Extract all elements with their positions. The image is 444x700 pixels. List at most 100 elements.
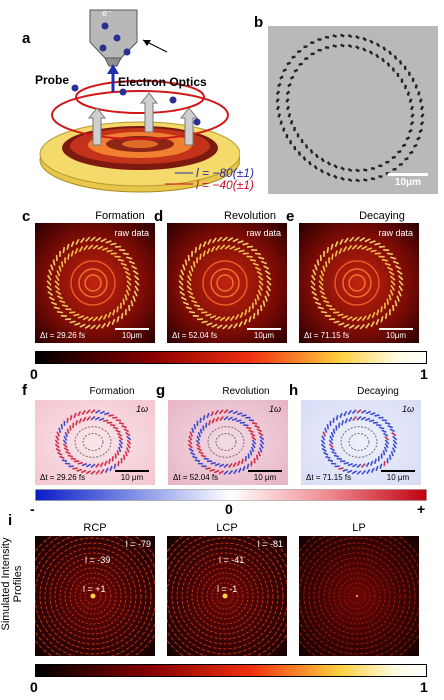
ring-feature [380,453,383,459]
ring-feature [339,412,343,419]
electron-symbol: e⁻ [102,8,112,18]
ring-feature [112,426,119,430]
sem-hole [388,50,392,56]
ring-feature [59,455,65,459]
ring-feature [118,439,124,445]
ring-feature [126,280,132,286]
ring-feature [396,295,400,302]
ring-feature [90,470,96,475]
ring-feature [323,451,329,456]
ring-feature [258,284,263,291]
ring-feature [73,412,77,419]
ring-feature [365,462,370,468]
ring-feature [328,439,334,445]
panel-e-intensity-map [299,223,419,343]
ring-feature [392,260,400,265]
ring-feature [245,416,251,419]
intensity-ring [181,552,269,640]
ring-feature [252,262,259,267]
sem-hole [297,151,302,156]
ring-feature [351,409,357,415]
ring-feature [62,246,66,254]
ring-feature [200,454,207,458]
ring-feature [216,324,223,329]
ring-feature [382,450,386,456]
ring-feature [341,315,349,319]
ring-feature [356,463,362,469]
ring-feature [378,416,384,419]
sem-hole [420,113,425,118]
ring-feature [351,470,357,475]
lcp-l-1-label: l = -1 [217,584,238,594]
ring-feature [338,467,344,470]
ring-feature [218,409,224,415]
ring-feature [314,301,322,306]
ring-feature [258,256,265,260]
ring-feature [201,320,208,324]
ring-feature [365,410,372,415]
sem-hole [340,43,345,48]
panel-g-image: 1ω Δt = 52.04 fs 10 μm [168,400,288,485]
sem-hole [286,61,291,66]
sem-hole [355,168,360,173]
ring-feature [54,443,60,449]
ring-feature [370,249,377,253]
sem-hole [317,48,322,52]
sem-hole [392,167,397,171]
ring-feature [60,261,64,268]
ring-feature [90,409,96,414]
ring-feature [97,315,103,322]
center-spot [222,593,228,599]
ring-feature [124,270,131,276]
intensity-ring [206,577,244,615]
ring-feature [92,316,99,322]
panel-g-label: g [156,382,166,399]
ring-feature [228,409,234,414]
ring-feature [48,296,55,301]
ring-feature [112,309,116,316]
ring-feature [235,419,242,423]
intensity-ring [79,582,107,610]
ring-feature [112,416,118,419]
ring-feature [206,247,211,255]
ring-feature [105,240,112,244]
ring-feature [87,244,94,250]
panel-c-dt: Δt = 29.26 fs [40,331,86,340]
ring-feature [361,315,367,322]
sem-hole [381,57,386,63]
sem-hole [304,57,309,61]
ring-feature [203,457,209,460]
ring-feature [55,275,60,282]
ring-feature [227,323,233,330]
ring-feature [104,412,110,416]
sem-hole [410,113,415,118]
ring-feature [335,425,338,431]
ring-feature [199,428,203,434]
ring-feature [120,457,123,464]
ring-feature [346,469,353,474]
sem-hole [324,35,330,39]
ring-feature [77,315,85,319]
sem-hole [333,174,338,180]
ring-feature [248,429,254,433]
ring-feature [317,306,324,310]
sem-hole [419,121,425,126]
ring-feature [125,309,127,316]
ring-feature [243,318,248,326]
ring-feature [210,411,215,417]
ring-feature [193,424,197,430]
ring-feature [94,416,101,421]
intensity-ring [323,562,391,630]
ring-feature [73,460,80,463]
ring-feature [384,312,388,320]
ring-feature [256,294,260,301]
ring-feature [253,457,256,464]
ring-feature [370,412,376,416]
ring-feature [232,410,239,415]
inner-ring [82,433,104,451]
ring-feature [117,432,123,437]
panel-g-dt: Δt = 52.04 fs [173,473,219,482]
ring-feature [232,462,237,468]
sem-hole [298,62,303,67]
sem-hole [309,149,314,154]
